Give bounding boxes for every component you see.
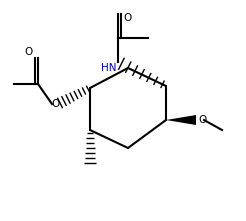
Text: O: O bbox=[123, 13, 131, 23]
Text: O: O bbox=[52, 99, 60, 109]
Text: O: O bbox=[198, 115, 206, 125]
Text: O: O bbox=[25, 47, 33, 57]
Polygon shape bbox=[166, 115, 196, 125]
Text: HN: HN bbox=[101, 63, 116, 73]
